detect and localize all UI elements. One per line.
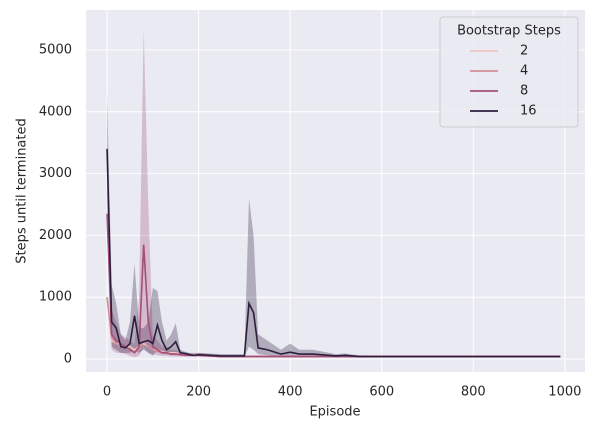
marks — [106, 28, 561, 358]
x-tick-label: 1000 — [548, 385, 581, 400]
legend-label: 8 — [520, 84, 528, 99]
confidence-band — [107, 93, 561, 358]
legend-label: 2 — [520, 44, 528, 59]
x-tick-label: 800 — [461, 385, 486, 400]
y-axis-label: Steps until terminated — [15, 118, 30, 263]
grid — [86, 10, 585, 372]
legend-box — [439, 16, 579, 128]
legend-label: 16 — [520, 104, 537, 119]
legend-label: 4 — [520, 64, 528, 79]
x-tick-label: 400 — [278, 385, 303, 400]
y-tick-label: 0 — [64, 352, 72, 367]
series-line — [106, 148, 561, 358]
x-tick-label: 600 — [369, 385, 394, 400]
y-tick-label: 4000 — [39, 104, 72, 119]
y-tick-label: 1000 — [39, 290, 72, 305]
x-axis-label: Episode — [309, 405, 360, 420]
y-tick-label: 3000 — [39, 166, 72, 181]
y-tick-label: 2000 — [39, 228, 72, 243]
legend-title: Bootstrap Steps — [457, 24, 561, 39]
legend: Bootstrap Steps 2 4 8 16 — [439, 16, 579, 128]
y-tick-label: 5000 — [39, 42, 72, 57]
confidence-band — [107, 28, 561, 358]
x-tick-label: 0 — [103, 385, 111, 400]
x-tick-label: 200 — [186, 385, 211, 400]
